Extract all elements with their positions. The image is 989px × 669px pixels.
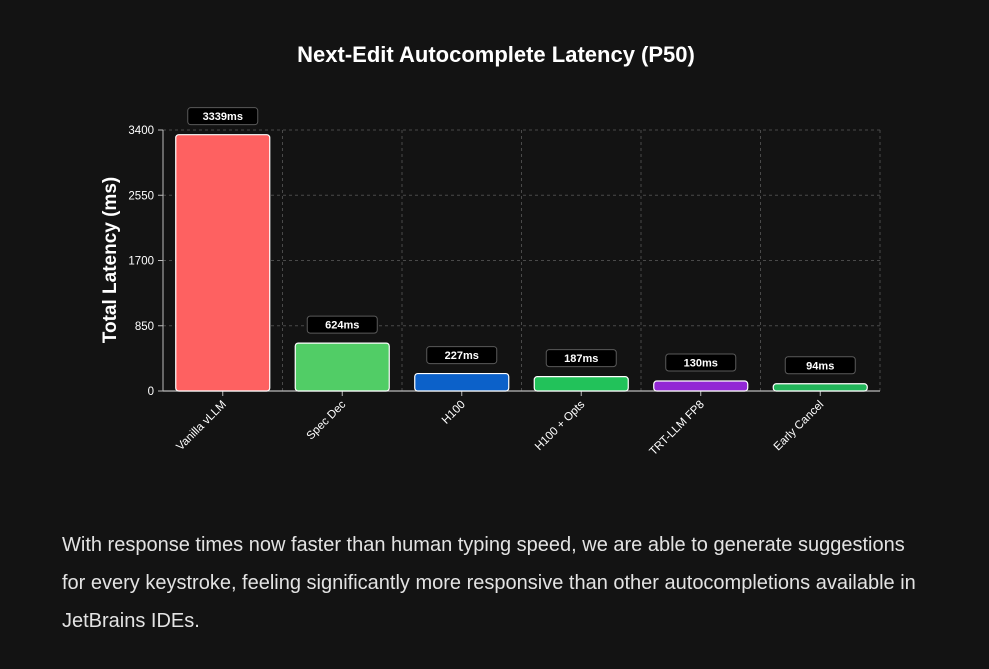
data-label: 187ms (545, 349, 617, 368)
bar-early-cancel (772, 383, 868, 392)
latency-chart: Next-Edit Autocomplete Latency (P50) Tot… (100, 42, 881, 458)
x-tick-label: H100 + Opts (533, 398, 588, 453)
data-label-text: 94ms (806, 360, 834, 372)
bars (175, 134, 868, 392)
bar-spec-dec (294, 342, 390, 392)
y-axis-label: Total Latency (ms) (100, 177, 121, 343)
data-label: 227ms (426, 346, 498, 365)
data-label-box (187, 107, 259, 126)
bar-vanilla-vllm (175, 134, 271, 392)
data-label-text: 624ms (325, 320, 359, 332)
chart-title: Next-Edit Autocomplete Latency (P50) (297, 42, 695, 67)
x-tick-label: Spec Dec (305, 398, 349, 442)
data-label-text: 3339ms (203, 111, 243, 123)
data-label-box (545, 349, 617, 368)
data-label: 624ms (306, 315, 378, 334)
x-tick-label: TRT-LLM FP8 (647, 399, 706, 458)
data-label-text: 187ms (564, 353, 598, 365)
y-tick-label: 1700 (128, 256, 154, 268)
x-tick-label: H100 (440, 399, 468, 427)
y-tick-label: 850 (135, 321, 154, 333)
y-tick-label: 0 (148, 386, 154, 398)
bar-h100-opts (533, 376, 629, 392)
x-tick-label: Vanilla vLLM (174, 399, 228, 453)
bar-trt-llm-fp8 (653, 380, 749, 392)
y-tick-label: 2550 (128, 190, 154, 202)
y-tick-label: 3400 (128, 125, 154, 137)
grid (163, 129, 881, 391)
data-label: 3339ms (187, 107, 259, 126)
data-label-text: 227ms (445, 350, 479, 362)
x-tick-label: Early Cancel (772, 399, 827, 454)
data-label: 130ms (665, 353, 737, 372)
data-label-box (665, 353, 737, 372)
bar-h100 (414, 372, 510, 392)
data-label-text: 130ms (684, 358, 718, 370)
data-label-box (306, 315, 378, 334)
x-tick-labels: Vanilla vLLM Spec Dec H100 H100 + Opts TRT-L… (174, 398, 826, 458)
data-labels: 3339ms 624ms 227ms 187ms 130ms 94ms (187, 107, 856, 375)
data-label-box (784, 356, 856, 375)
data-label-box (426, 346, 498, 365)
data-label: 94ms (784, 356, 856, 375)
body-paragraph: With response times now faster than huma… (62, 534, 916, 632)
axes: 0 850 1700 2550 3400 (128, 125, 880, 398)
